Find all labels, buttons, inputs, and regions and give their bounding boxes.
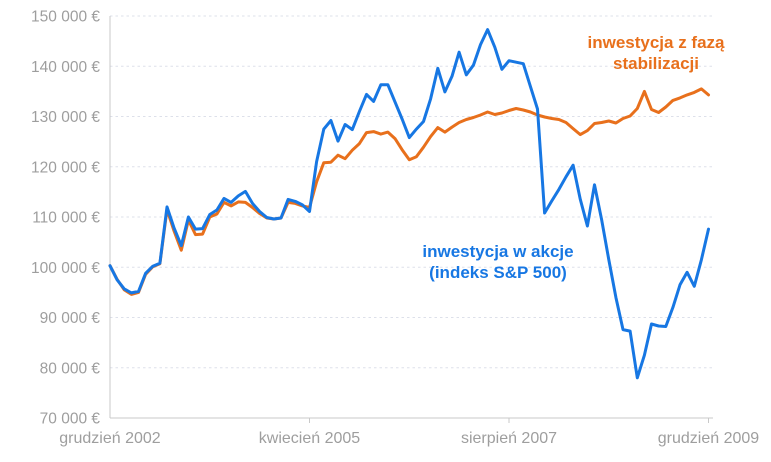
y-tick-label: 70 000 €: [40, 411, 101, 428]
series-line-stocks: [108, 28, 710, 380]
y-tick-label: 150 000 €: [31, 9, 100, 26]
x-tick-label: grudzień 2002: [59, 430, 161, 447]
y-tick-label: 110 000 €: [32, 210, 100, 227]
y-tick-label: 90 000 €: [40, 310, 101, 327]
series-label-stabilization: inwestycja z fazą stabilizacji: [587, 33, 725, 73]
x-tick-label: kwiecień 2005: [259, 430, 361, 447]
series-label-stocks: inwestycja w akcje (indeks S&P 500): [422, 242, 574, 282]
y-tick-label: 80 000 €: [40, 360, 101, 377]
y-tick-label: 120 000 €: [31, 159, 100, 176]
y-tick-label: 100 000 €: [31, 260, 100, 277]
y-tick-label: 130 000 €: [31, 109, 100, 126]
y-tick-label: 140 000 €: [31, 59, 100, 76]
x-tick-label: sierpień 2007: [461, 430, 557, 447]
x-tick-label: grudzień 2009: [658, 430, 760, 447]
